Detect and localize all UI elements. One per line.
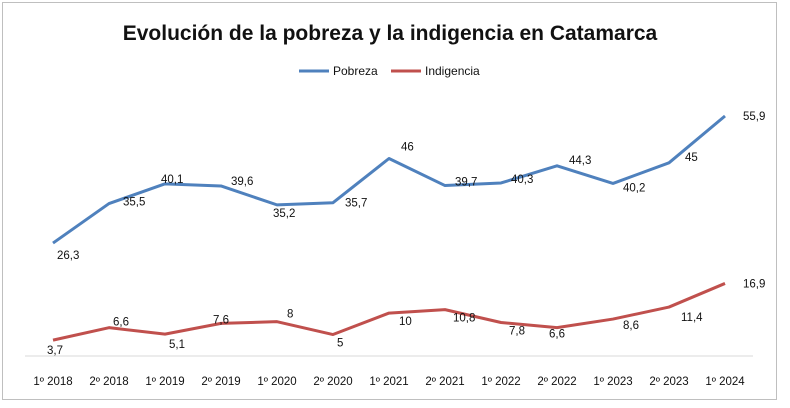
- data-label: 5: [337, 338, 343, 350]
- x-tick-label: 1º 2021: [369, 376, 408, 388]
- x-tick-label: 1º 2024: [705, 376, 745, 388]
- x-tick-label: 2º 2019: [201, 376, 240, 388]
- data-label: 40,3: [511, 174, 533, 186]
- data-label: 40,2: [623, 182, 645, 194]
- plot-area: 1º 2018 2º 2018 1º 2019 2º 2019 1º 2020 2º 20…: [25, 111, 765, 388]
- data-label: 11,4: [681, 312, 703, 324]
- x-tick-label: 2º 2021: [425, 376, 464, 388]
- data-label: 35,7: [345, 198, 367, 210]
- x-tick-label: 2º 2018: [89, 376, 128, 388]
- data-label: 45: [685, 152, 698, 164]
- legend-label: Pobreza: [333, 64, 378, 78]
- x-tick-label: 2º 2020: [313, 376, 352, 388]
- data-label: 10,8: [453, 313, 475, 325]
- data-label: 8: [287, 309, 293, 321]
- data-label: 7,6: [213, 314, 229, 326]
- data-label: 35,2: [273, 208, 295, 220]
- data-label: 40,1: [161, 174, 183, 186]
- data-label: 5,1: [169, 339, 185, 351]
- data-label: 35,5: [123, 197, 145, 209]
- x-tick-label: 1º 2018: [33, 376, 72, 388]
- data-label: 46: [401, 142, 414, 154]
- x-tick-label: 1º 2020: [257, 376, 296, 388]
- data-label: 6,6: [549, 329, 565, 341]
- x-tick-label: 1º 2019: [145, 376, 184, 388]
- data-label: 55,9: [743, 111, 765, 123]
- chart-svg: Evolución de la pobreza y la indigencia …: [25, 22, 765, 388]
- series-line-pobreza: [52, 114, 726, 245]
- legend: Pobreza Indigencia: [299, 64, 480, 78]
- x-tick-label: 1º 2022: [481, 376, 520, 388]
- x-tick-label: 2º 2022: [537, 376, 576, 388]
- data-label: 6,6: [113, 317, 129, 329]
- data-label: 16,9: [743, 278, 765, 290]
- legend-label: Indigencia: [425, 64, 480, 78]
- chart-frame: Evolución de la pobreza y la indigencia …: [2, 2, 777, 400]
- data-label: 3,7: [47, 345, 63, 357]
- data-label: 26,3: [57, 250, 79, 262]
- data-label: 44,3: [569, 155, 591, 167]
- chart-title: Evolución de la pobreza y la indigencia …: [123, 22, 658, 45]
- x-tick-label: 1º 2023: [593, 376, 632, 388]
- data-label: 10: [399, 316, 412, 328]
- data-label: 7,8: [509, 326, 525, 338]
- x-tick-label: 2º 2023: [649, 376, 688, 388]
- series-line-indigencia: [52, 282, 726, 342]
- data-label: 39,7: [455, 177, 477, 189]
- data-label: 8,6: [623, 320, 639, 332]
- data-label: 39,6: [231, 176, 253, 188]
